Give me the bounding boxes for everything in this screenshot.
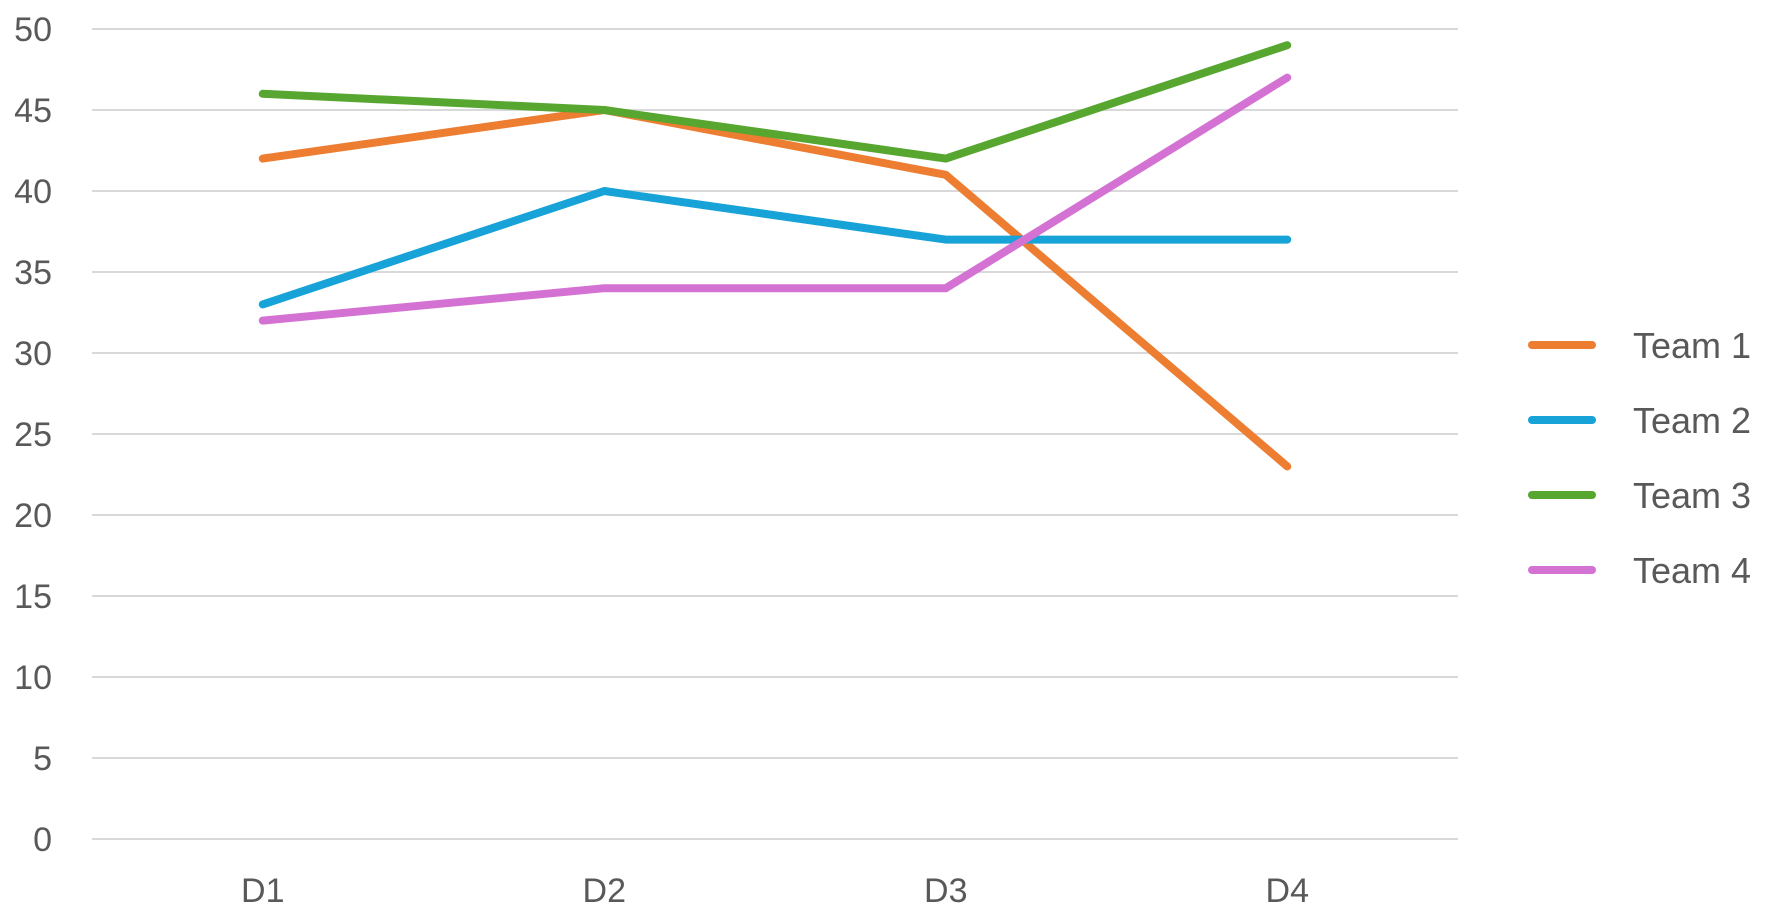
y-tick-label: 5 bbox=[33, 740, 52, 778]
y-axis: 0 5 10 15 20 25 30 35 40 45 50 bbox=[14, 11, 52, 859]
series-line-2 bbox=[258, 187, 1292, 309]
legend: Team 1 Team 2 Team 3 Team 4 bbox=[1528, 325, 1751, 591]
legend-label: Team 3 bbox=[1633, 475, 1751, 516]
legend-item: Team 3 bbox=[1528, 475, 1751, 516]
series-lines bbox=[258, 41, 1292, 471]
y-tick-label: 10 bbox=[14, 659, 52, 697]
x-tick-label: D4 bbox=[1266, 872, 1309, 910]
y-tick-label: 50 bbox=[14, 11, 52, 49]
y-tick-label: 30 bbox=[14, 335, 52, 373]
y-tick-label: 20 bbox=[14, 497, 52, 535]
y-tick-label: 0 bbox=[33, 821, 52, 859]
x-tick-label: D2 bbox=[583, 872, 626, 910]
legend-item: Team 4 bbox=[1528, 550, 1751, 591]
x-axis: D1 D2 D3 D4 bbox=[241, 872, 1309, 910]
series-line-1 bbox=[258, 106, 1292, 471]
legend-label: Team 4 bbox=[1633, 550, 1751, 591]
y-tick-label: 25 bbox=[14, 416, 52, 454]
x-tick-label: D3 bbox=[924, 872, 967, 910]
series-line-3 bbox=[258, 41, 1292, 163]
legend-label: Team 2 bbox=[1633, 400, 1751, 441]
y-tick-label: 45 bbox=[14, 92, 52, 130]
legend-item: Team 1 bbox=[1528, 325, 1751, 366]
y-tick-label: 40 bbox=[14, 173, 52, 211]
legend-label: Team 1 bbox=[1633, 325, 1751, 366]
y-tick-label: 35 bbox=[14, 254, 52, 292]
x-tick-label: D1 bbox=[241, 872, 284, 910]
legend-item: Team 2 bbox=[1528, 400, 1751, 441]
y-tick-label: 15 bbox=[14, 578, 52, 616]
series-line-4 bbox=[258, 73, 1292, 325]
